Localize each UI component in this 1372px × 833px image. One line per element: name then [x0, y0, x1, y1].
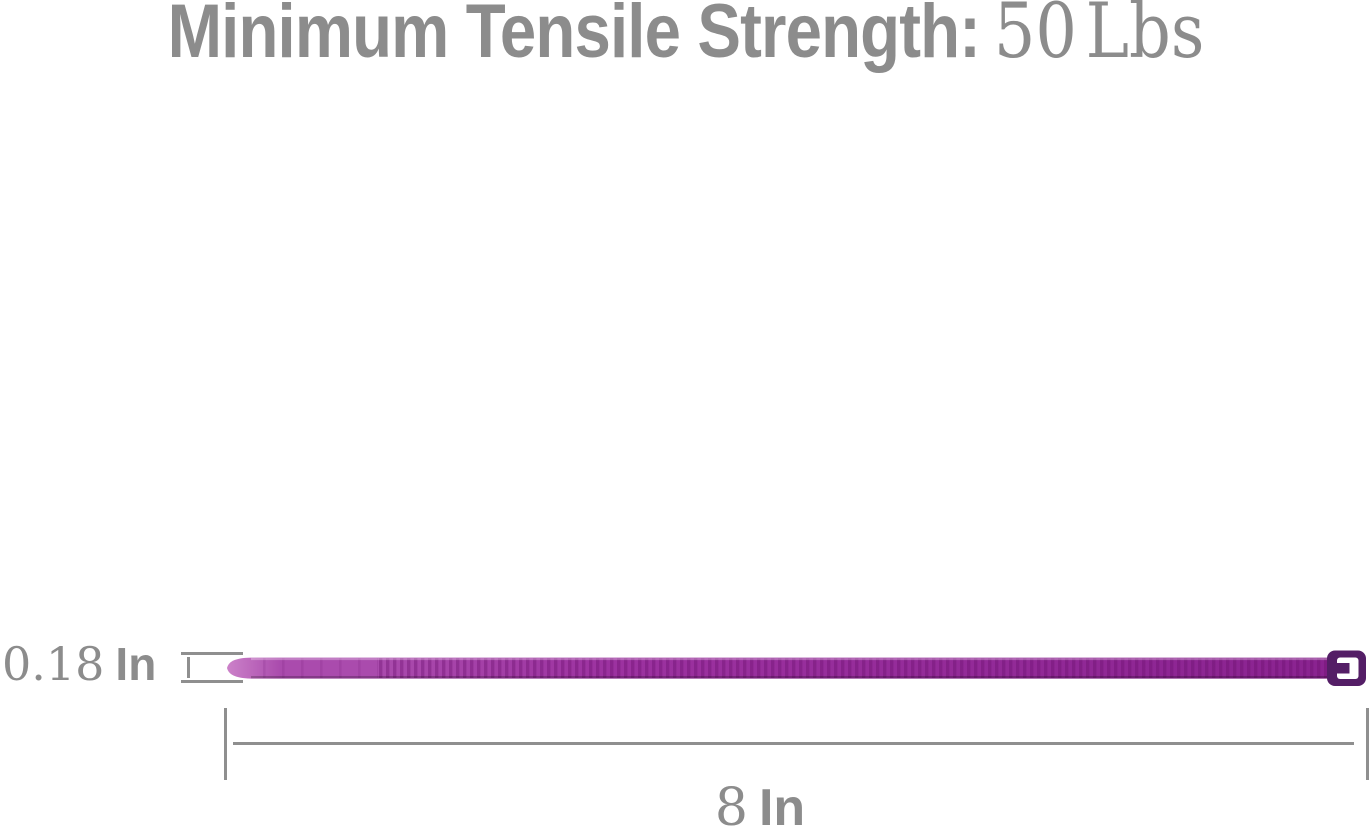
thickness-bracket-bottom-line [181, 680, 243, 683]
tie-strap-segments [255, 658, 378, 678]
title-label: Minimum Tensile Strength: [167, 0, 981, 74]
length-dimension-line [233, 742, 1354, 745]
length-unit: In [758, 779, 806, 833]
thickness-label: 0.18 In [2, 637, 156, 691]
thickness-bracket-top-line [181, 652, 243, 655]
title-strength-unit: Lbs [1085, 0, 1205, 75]
tie-head-pawl [1337, 663, 1350, 674]
thickness-bracket-tick [187, 657, 190, 678]
cable-tie-illustration [227, 650, 1366, 686]
tie-strap-shadow [251, 676, 1331, 679]
tie-strap-ridges [378, 658, 1331, 678]
title-strength-value: 50 [993, 0, 1078, 75]
length-value: 8 [714, 778, 748, 833]
length-extension-line-right [1366, 708, 1369, 780]
thickness-unit: In [115, 638, 157, 690]
length-label: 8 In [560, 778, 960, 833]
tie-strap-highlight [251, 657, 1331, 661]
length-extension-line-left [224, 708, 227, 780]
page-title: Minimum Tensile Strength: 50 Lbs [96, 0, 1276, 73]
thickness-value: 0.18 [2, 637, 105, 691]
